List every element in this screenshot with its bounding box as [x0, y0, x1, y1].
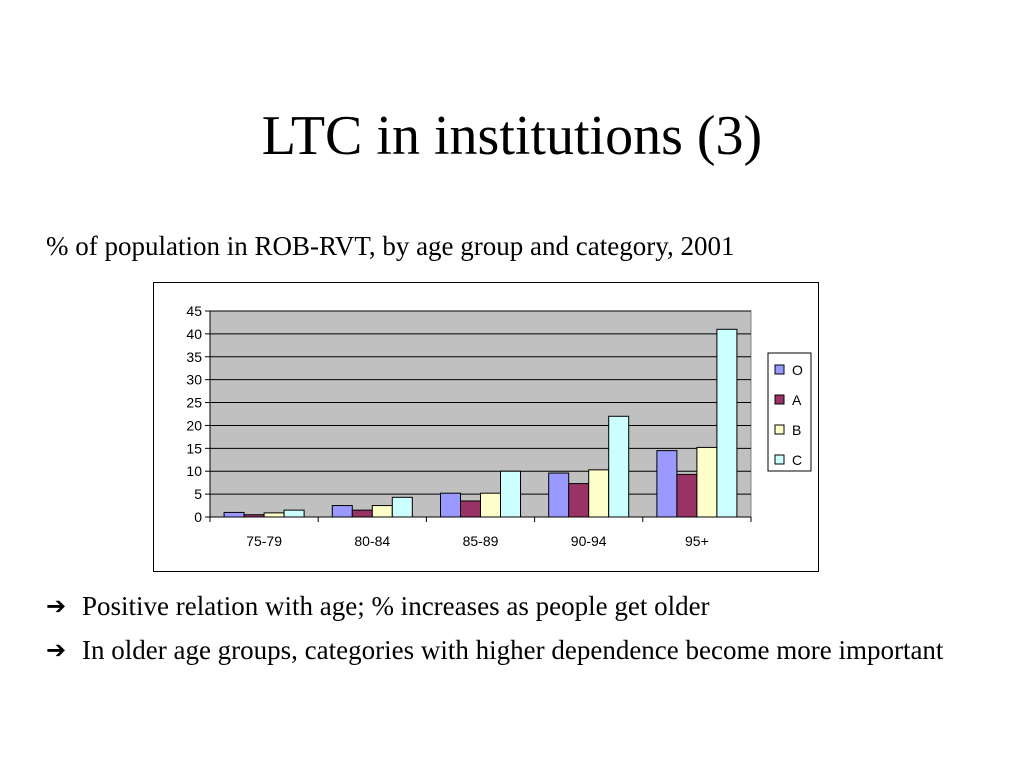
- slide-title: LTC in institutions (3): [261, 105, 763, 167]
- bar: [263, 512, 285, 518]
- bar: [656, 450, 678, 518]
- bar: [283, 509, 305, 518]
- bullet-item: ➔ In older age groups, categories with h…: [46, 632, 986, 668]
- legend-swatch: [774, 424, 785, 435]
- x-tick-label: 80-84: [354, 533, 390, 549]
- legend-swatch: [774, 364, 785, 375]
- bar-chart: 0 5 10 15 20 25 30 35 40 45 75-79 80-84 85-89 90-94 95…: [186, 303, 812, 549]
- bar: [371, 505, 393, 518]
- legend-swatch: [774, 394, 785, 405]
- legend-label: B: [792, 422, 801, 438]
- y-tick-label: 20: [186, 417, 202, 433]
- bar: [223, 511, 245, 518]
- bullet-text: Positive relation with age; % increases …: [82, 591, 710, 621]
- arrow-right-icon: ➔: [46, 592, 67, 620]
- bar: [548, 472, 570, 518]
- y-tick-label: 10: [186, 463, 202, 479]
- chart-frame: 0 5 10 15 20 25 30 35 40 45 75-79 80-84 85-89 90-94 95…: [153, 282, 819, 572]
- y-tick-label: 15: [186, 440, 202, 456]
- x-tick-label: 95+: [685, 533, 709, 549]
- y-tick-label: 45: [186, 303, 202, 319]
- x-tick-label: 75-79: [246, 533, 282, 549]
- legend-label: O: [792, 362, 803, 378]
- y-tick-label: 0: [194, 509, 202, 525]
- y-tick-label: 25: [186, 395, 202, 411]
- bar: [460, 500, 481, 518]
- legend-swatch: [774, 454, 785, 465]
- bar: [608, 415, 630, 518]
- legend-label: C: [792, 452, 802, 468]
- bar: [331, 505, 353, 518]
- legend-label: A: [792, 392, 802, 408]
- legend: [767, 352, 812, 472]
- bar: [588, 469, 610, 518]
- bar: [676, 473, 698, 518]
- bar: [696, 446, 718, 518]
- bullet-text: In older age groups, categories with hig…: [82, 635, 944, 665]
- y-tick-label: 40: [186, 326, 202, 342]
- bar: [440, 492, 461, 518]
- bar: [500, 470, 521, 518]
- bullet-item: ➔ Positive relation with age; % increase…: [46, 588, 986, 624]
- bullet-list: ➔ Positive relation with age; % increase…: [46, 588, 986, 676]
- chart-subtitle: % of population in ROB-RVT, by age group…: [46, 231, 735, 261]
- bar: [480, 492, 501, 518]
- bar: [351, 509, 373, 518]
- arrow-right-icon: ➔: [46, 636, 67, 664]
- x-tick-label: 90-94: [571, 533, 607, 549]
- bar: [243, 514, 265, 518]
- bar: [716, 328, 738, 518]
- y-tick-label: 35: [186, 349, 202, 365]
- bar: [568, 483, 590, 518]
- y-tick-label: 30: [186, 372, 202, 388]
- y-tick-label: 5: [194, 486, 202, 502]
- x-tick-label: 85-89: [463, 533, 499, 549]
- bar: [391, 496, 413, 518]
